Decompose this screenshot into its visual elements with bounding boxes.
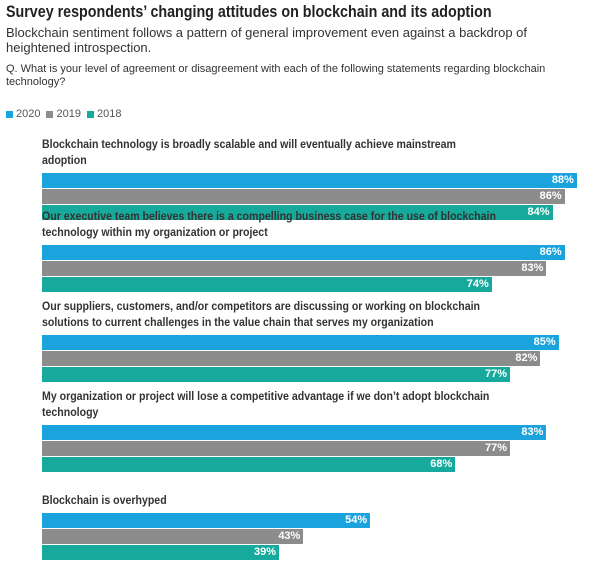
value-label: 83% xyxy=(521,426,544,438)
value-label: 83% xyxy=(521,262,544,274)
category-label: My organization or project will lose a c… xyxy=(42,391,490,419)
value-label: 77% xyxy=(484,442,507,454)
legend-label: 2019 xyxy=(56,108,81,120)
chart-title: Survey respondents’ changing attitudes o… xyxy=(6,2,492,21)
value-label: 85% xyxy=(533,336,556,348)
value-label: 88% xyxy=(551,174,574,186)
value-label: 54% xyxy=(345,514,368,526)
bar xyxy=(42,173,577,188)
legend: 2020 2019 2018 xyxy=(6,108,121,120)
bar xyxy=(42,277,492,292)
legend-label: 2018 xyxy=(96,108,122,120)
bar xyxy=(42,261,547,276)
bar xyxy=(42,367,510,382)
bar xyxy=(42,205,553,220)
legend-item: 2018 xyxy=(86,108,122,120)
value-label: 82% xyxy=(515,352,538,364)
value-label: 43% xyxy=(278,530,301,542)
legend-swatch xyxy=(86,110,94,118)
legend-swatch xyxy=(46,110,54,118)
bar xyxy=(42,513,371,528)
bar xyxy=(42,441,510,456)
question: Q. What is your level of agreement or di… xyxy=(6,63,546,88)
value-label: 86% xyxy=(539,246,562,258)
legend-swatch xyxy=(6,110,13,118)
category-label: Blockchain is overhyped xyxy=(42,495,167,507)
legend-item: 2019 xyxy=(46,108,81,120)
bar xyxy=(42,457,456,472)
bar xyxy=(42,245,565,260)
category-label: Our suppliers, customers, and/or competi… xyxy=(42,301,480,329)
value-label: 68% xyxy=(430,458,453,470)
bar xyxy=(42,425,547,440)
value-label: 84% xyxy=(527,206,550,218)
value-label: 86% xyxy=(539,190,562,202)
bar xyxy=(42,351,541,366)
chart-subtitle: Blockchain sentiment follows a pattern o… xyxy=(6,25,528,55)
legend-label: 2020 xyxy=(16,108,41,120)
bar xyxy=(42,545,280,560)
value-label: 39% xyxy=(254,546,277,558)
bar xyxy=(42,529,304,544)
category-label: Blockchain technology is broadly scalabl… xyxy=(42,139,456,167)
legend-item: 2020 xyxy=(6,108,40,120)
bar xyxy=(42,189,565,204)
bar xyxy=(42,335,559,350)
value-label: 74% xyxy=(466,278,489,290)
value-label: 77% xyxy=(484,368,507,380)
category-label: Our executive team believes there is a c… xyxy=(42,211,496,239)
